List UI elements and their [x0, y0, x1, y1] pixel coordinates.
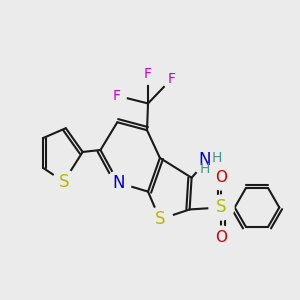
Text: O: O: [215, 230, 227, 245]
Text: F: F: [144, 67, 152, 81]
Text: S: S: [216, 199, 226, 217]
Text: O: O: [215, 170, 227, 185]
Text: F: F: [168, 72, 176, 86]
Text: F: F: [112, 88, 120, 103]
Text: S: S: [58, 173, 69, 191]
Text: N: N: [112, 174, 124, 192]
Text: H: H: [199, 162, 210, 176]
Text: S: S: [155, 210, 165, 228]
Text: N: N: [198, 151, 211, 169]
Text: H: H: [211, 152, 222, 165]
